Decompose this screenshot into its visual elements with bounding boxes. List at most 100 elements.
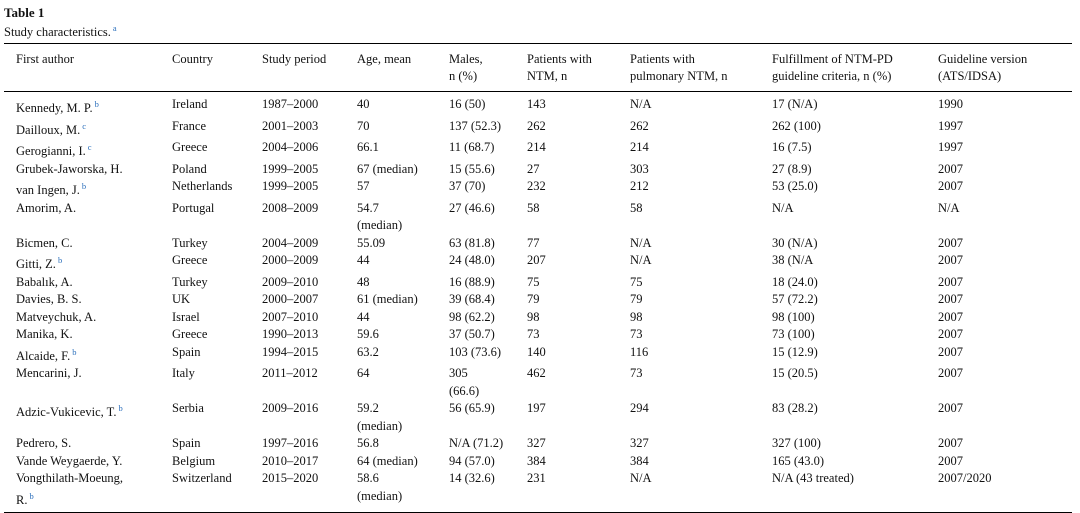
cell-line: 75 bbox=[527, 274, 540, 289]
table-cell: 214 bbox=[525, 139, 628, 161]
header-text: Fulfillment of NTM-PD bbox=[772, 52, 893, 66]
table-cell: 327 (100) bbox=[770, 435, 936, 453]
cell-text: 73 bbox=[630, 365, 768, 383]
cell-text: 58 bbox=[527, 200, 626, 218]
table-cell: 294 bbox=[628, 400, 770, 435]
cell-text: 59.6 bbox=[357, 326, 445, 344]
table-cell: 75 bbox=[525, 274, 628, 292]
cell-line: Turkey bbox=[172, 235, 208, 250]
cell-line: 137 (52.3) bbox=[449, 118, 502, 133]
table-cell: 63 (81.8) bbox=[447, 235, 525, 253]
table-cell: 73 bbox=[525, 326, 628, 344]
footnote-mark: b bbox=[118, 403, 123, 413]
cell-text: R. b bbox=[16, 488, 168, 510]
cell-line: 98 (62.2) bbox=[449, 309, 495, 324]
cell-line: Pedrero, S. bbox=[16, 436, 72, 450]
cell-line: 143 bbox=[527, 97, 546, 111]
table-cell: 2007 bbox=[936, 274, 1072, 292]
cell-line: 56 (65.9) bbox=[449, 401, 495, 415]
table-cell: 165 (43.0) bbox=[770, 453, 936, 471]
cell-line: 2009–2016 bbox=[262, 401, 319, 415]
table-cell: 48 bbox=[355, 274, 447, 292]
table-cell: 55.09 bbox=[355, 235, 447, 253]
cell-text: 17 (N/A) bbox=[772, 96, 934, 114]
table-row: Gitti, Z. b Greece 2000–2009 44 24 (48.0) 207 N… bbox=[4, 252, 1072, 274]
cell-text: 2007 bbox=[938, 291, 1070, 309]
cell-text: 214 bbox=[630, 139, 768, 157]
cell-line: 2004–2009 bbox=[262, 235, 319, 250]
cell-line: 2009–2010 bbox=[262, 274, 319, 289]
cell-text: N/A bbox=[630, 235, 768, 253]
cell-line: 2000–2007 bbox=[262, 292, 319, 306]
cell-line: 73 bbox=[630, 327, 643, 341]
cell-line: R. bbox=[16, 492, 28, 507]
cell-line: 98 bbox=[527, 309, 540, 324]
cell-line: 61 (median) bbox=[357, 292, 418, 306]
table-cell: 56.8 bbox=[355, 435, 447, 453]
table-cell: Serbia bbox=[170, 400, 260, 435]
cell-text: 2009–2016 bbox=[262, 400, 353, 418]
cell-line: Dailloux, M. bbox=[16, 122, 81, 137]
cell-text: 305 bbox=[449, 365, 523, 383]
cell-text: 14 (32.6) bbox=[449, 470, 523, 488]
cell-line: Mencarini, J. bbox=[16, 366, 82, 380]
cell-line: 262 bbox=[630, 118, 649, 133]
table-cell: N/A bbox=[770, 200, 936, 235]
table-cell: Davies, B. S. bbox=[4, 291, 170, 309]
table-row: Manika, K. Greece 1990–2013 59.6 37 (50.7) 73… bbox=[4, 326, 1072, 344]
cell-line: 16 (88.9) bbox=[449, 274, 495, 289]
table-row: Pedrero, S. Spain 1997–2016 56.8 N/A (71.2) 3… bbox=[4, 435, 1072, 453]
cell-text: 44 bbox=[357, 309, 445, 327]
cell-line: 59.6 bbox=[357, 327, 379, 341]
table-cell: 15 (20.5) bbox=[770, 365, 936, 400]
table-cell: 143 bbox=[525, 92, 628, 118]
table-cell: 57 bbox=[355, 178, 447, 200]
table-cell: 384 bbox=[525, 453, 628, 471]
cell-line: 165 (43.0) bbox=[772, 453, 825, 468]
table-cell: Greece bbox=[170, 326, 260, 344]
table-cell: 231 bbox=[525, 470, 628, 513]
table-cell: Netherlands bbox=[170, 178, 260, 200]
table-row: van Ingen, J. b Netherlands 1999–2005 57 37 (… bbox=[4, 178, 1072, 200]
header-cell: Study period bbox=[260, 43, 355, 92]
table-cell: 2007 bbox=[936, 309, 1072, 327]
cell-line: Ireland bbox=[172, 97, 208, 111]
cell-text: 262 bbox=[527, 118, 626, 136]
table-cell: Turkey bbox=[170, 235, 260, 253]
table-cell: 1999–2005 bbox=[260, 161, 355, 179]
cell-line: Italy bbox=[172, 366, 195, 380]
cell-line: 16 (7.5) bbox=[772, 140, 812, 154]
cell-text: Grubek-Jaworska, H. bbox=[16, 161, 168, 179]
cell-line: (66.6) bbox=[449, 383, 480, 398]
cell-line: 37 (50.7) bbox=[449, 327, 495, 341]
cell-line: 2007 bbox=[938, 366, 963, 380]
table-cell: 73 (100) bbox=[770, 326, 936, 344]
cell-text: 303 bbox=[630, 161, 768, 179]
cell-text: 2015–2020 bbox=[262, 470, 353, 488]
cell-text: 2004–2009 bbox=[262, 235, 353, 253]
header-text: n (%) bbox=[449, 69, 478, 83]
cell-text: 64 (median) bbox=[357, 453, 445, 471]
cell-line: 327 (100) bbox=[772, 436, 821, 450]
table-cell: 2007 bbox=[936, 453, 1072, 471]
cell-text: 55.09 bbox=[357, 235, 445, 253]
cell-line: Gitti, Z. bbox=[16, 257, 56, 271]
cell-text: Switzerland bbox=[172, 470, 258, 488]
table-row: Alcaide, F. b Spain 1994–2015 63.2 103 (73.6)… bbox=[4, 344, 1072, 366]
table-cell: 79 bbox=[628, 291, 770, 309]
cell-text: 63.2 bbox=[357, 344, 445, 362]
table-cell: Amorim, A. bbox=[4, 200, 170, 235]
cell-text: 2008–2009 bbox=[262, 200, 353, 218]
cell-line: 18 (24.0) bbox=[772, 274, 818, 289]
table-cell: 2015–2020 bbox=[260, 470, 355, 513]
table-cell: 2001–2003 bbox=[260, 118, 355, 140]
cell-text: 57 (72.2) bbox=[772, 291, 934, 309]
table-cell: N/A bbox=[628, 235, 770, 253]
cell-line: 38 (N/A bbox=[772, 253, 814, 267]
header-cell: Patients with NTM, n bbox=[525, 43, 628, 92]
cell-text: 1997 bbox=[938, 118, 1070, 136]
table-cell: 1987–2000 bbox=[260, 92, 355, 118]
table-cell: 1994–2015 bbox=[260, 344, 355, 366]
table-cell: Mencarini, J. bbox=[4, 365, 170, 400]
cell-text: 15 (20.5) bbox=[772, 365, 934, 383]
